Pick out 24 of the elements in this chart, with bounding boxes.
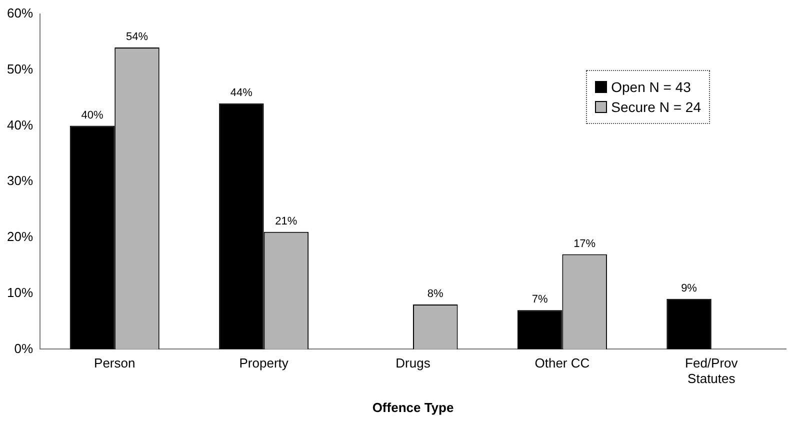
y-tick-label: 0% [14, 340, 34, 356]
data-label: 40% [81, 109, 104, 122]
data-label: 7% [532, 294, 548, 306]
y-tick-label: 40% [6, 117, 34, 132]
x-tick-label: Property [239, 356, 289, 371]
x-tick-label: Drugs [396, 356, 431, 371]
data-label: 44% [230, 86, 253, 99]
y-tick-label: 50% [6, 61, 34, 76]
y-tick-label: 60% [6, 6, 34, 21]
bar [666, 298, 712, 350]
y-tick-label: 20% [6, 229, 34, 244]
data-label: 17% [574, 238, 596, 250]
legend-label: Open N = 43 [611, 79, 691, 95]
x-axis-title: Offence Type [372, 400, 454, 415]
legend-label: Secure N = 24 [611, 99, 701, 115]
data-label: 9% [681, 282, 698, 294]
data-label: 8% [427, 288, 444, 300]
y-tick-label: 30% [6, 173, 34, 188]
data-label: 21% [275, 215, 298, 228]
data-label: 54% [126, 31, 148, 44]
x-tick-label: Person [94, 356, 136, 371]
x-tick-label: Other CC [534, 356, 590, 371]
x-tick-label: Fed/Prov Statutes [685, 356, 738, 386]
y-tick-label: 10% [6, 284, 34, 300]
